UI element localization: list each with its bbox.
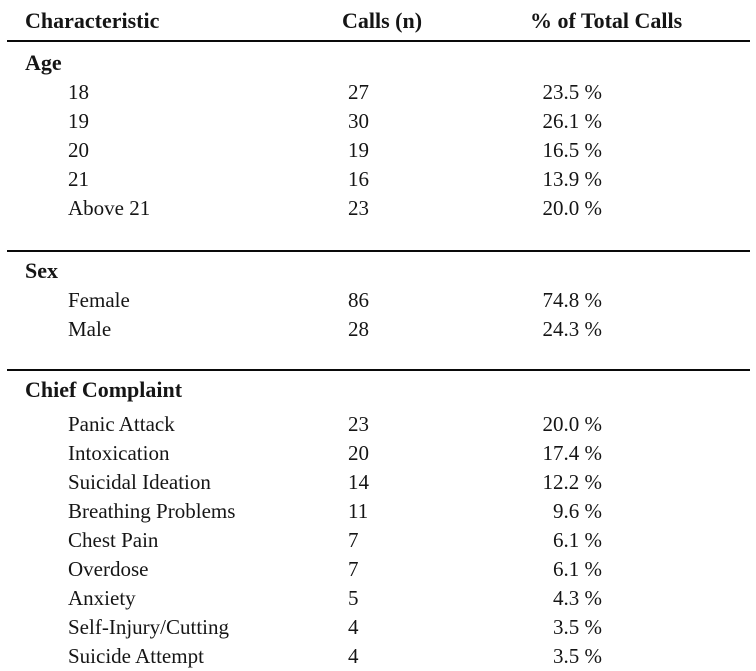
row-label: Anxiety <box>68 586 136 610</box>
row-label: 19 <box>68 109 89 133</box>
row-percent: 26.1 % <box>542 109 603 133</box>
column-header-percent: % of Total Calls <box>530 8 683 33</box>
row-percent: 3.5 % <box>553 615 602 639</box>
table-row: Suicidal Ideation 14 12.2 % <box>7 468 750 497</box>
table-row: Anxiety 5 4.3 % <box>7 584 750 613</box>
row-label: Male <box>68 317 112 341</box>
table-row: Intoxication 20 17.4 % <box>7 439 750 468</box>
section-title-age: Age <box>25 50 62 75</box>
section-chief-complaint: Chief Complaint Panic Attack 23 20.0 % I… <box>7 377 750 671</box>
row-percent: 12.2 % <box>542 470 603 494</box>
row-calls: 4 <box>348 644 359 668</box>
row-calls: 7 <box>348 557 359 581</box>
section-title-chief-complaint: Chief Complaint <box>25 377 183 402</box>
row-label: Intoxication <box>68 441 170 465</box>
row-percent: 16.5 % <box>542 138 603 162</box>
section-sex: Sex Female 86 74.8 % Male 28 24.3 % <box>7 258 750 344</box>
row-percent: 3.5 % <box>553 644 602 668</box>
horizontal-rule-middle-2 <box>7 369 750 371</box>
row-calls: 23 <box>348 196 369 220</box>
row-percent: 9.6 % <box>553 499 602 523</box>
row-calls: 23 <box>348 412 369 436</box>
column-header-characteristic: Characteristic <box>25 8 160 33</box>
row-label: 20 <box>68 138 89 162</box>
table-row: Breathing Problems 11 9.6 % <box>7 497 750 526</box>
row-percent: 13.9 % <box>542 167 603 191</box>
row-label: Suicide Attempt <box>68 644 204 668</box>
row-percent: 4.3 % <box>553 586 602 610</box>
row-calls: 7 <box>348 528 359 552</box>
row-calls: 14 <box>348 470 369 494</box>
row-label: 21 <box>68 167 89 191</box>
table-row: Overdose 7 6.1 % <box>7 555 750 584</box>
row-calls: 20 <box>348 441 369 465</box>
row-percent: 6.1 % <box>553 557 602 581</box>
table-row: Above 21 23 20.0 % <box>7 194 750 223</box>
section-age: Age 18 27 23.5 % 19 30 26.1 % 20 19 16.5… <box>7 50 750 223</box>
table-row: 18 27 23.5 % <box>7 78 750 107</box>
row-label: Breathing Problems <box>68 499 236 523</box>
row-percent: 6.1 % <box>553 528 602 552</box>
row-percent: 23.5 % <box>542 80 603 104</box>
row-calls: 11 <box>348 499 369 523</box>
row-label: 18 <box>68 80 89 104</box>
horizontal-rule-top <box>7 40 750 42</box>
row-calls: 28 <box>348 317 369 341</box>
row-percent: 17.4 % <box>542 441 603 465</box>
row-calls: 27 <box>348 80 369 104</box>
row-calls: 19 <box>348 138 369 162</box>
row-percent: 20.0 % <box>542 412 603 436</box>
row-label: Female <box>68 288 130 312</box>
row-label: Suicidal Ideation <box>68 470 211 494</box>
row-label: Above 21 <box>68 196 151 220</box>
column-header-calls: Calls (n) <box>342 8 423 33</box>
table-row: Male 28 24.3 % <box>7 315 750 344</box>
row-label: Panic Attack <box>68 412 175 436</box>
row-percent: 24.3 % <box>542 317 603 341</box>
table-header-row: Characteristic Calls (n) % of Total Call… <box>7 0 750 34</box>
row-calls: 5 <box>348 586 359 610</box>
row-label: Self-Injury/Cutting <box>68 615 229 639</box>
table-row: 21 16 13.9 % <box>7 165 750 194</box>
characteristics-table: Characteristic Calls (n) % of Total Call… <box>7 0 750 671</box>
row-label: Overdose <box>68 557 149 581</box>
table-row: 19 30 26.1 % <box>7 107 750 136</box>
section-title-sex: Sex <box>25 258 58 283</box>
row-percent: 20.0 % <box>542 196 603 220</box>
row-calls: 4 <box>348 615 359 639</box>
row-calls: 30 <box>348 109 369 133</box>
row-calls: 16 <box>348 167 369 191</box>
table-row: Panic Attack 23 20.0 % <box>7 410 750 439</box>
horizontal-rule-middle-1 <box>7 250 750 252</box>
row-label: Chest Pain <box>68 528 159 552</box>
table-row: 20 19 16.5 % <box>7 136 750 165</box>
table-row: Female 86 74.8 % <box>7 286 750 315</box>
table-row: Self-Injury/Cutting 4 3.5 % <box>7 613 750 642</box>
row-percent: 74.8 % <box>542 288 603 312</box>
row-calls: 86 <box>348 288 369 312</box>
table-row: Suicide Attempt 4 3.5 % <box>7 642 750 671</box>
table-row: Chest Pain 7 6.1 % <box>7 526 750 555</box>
